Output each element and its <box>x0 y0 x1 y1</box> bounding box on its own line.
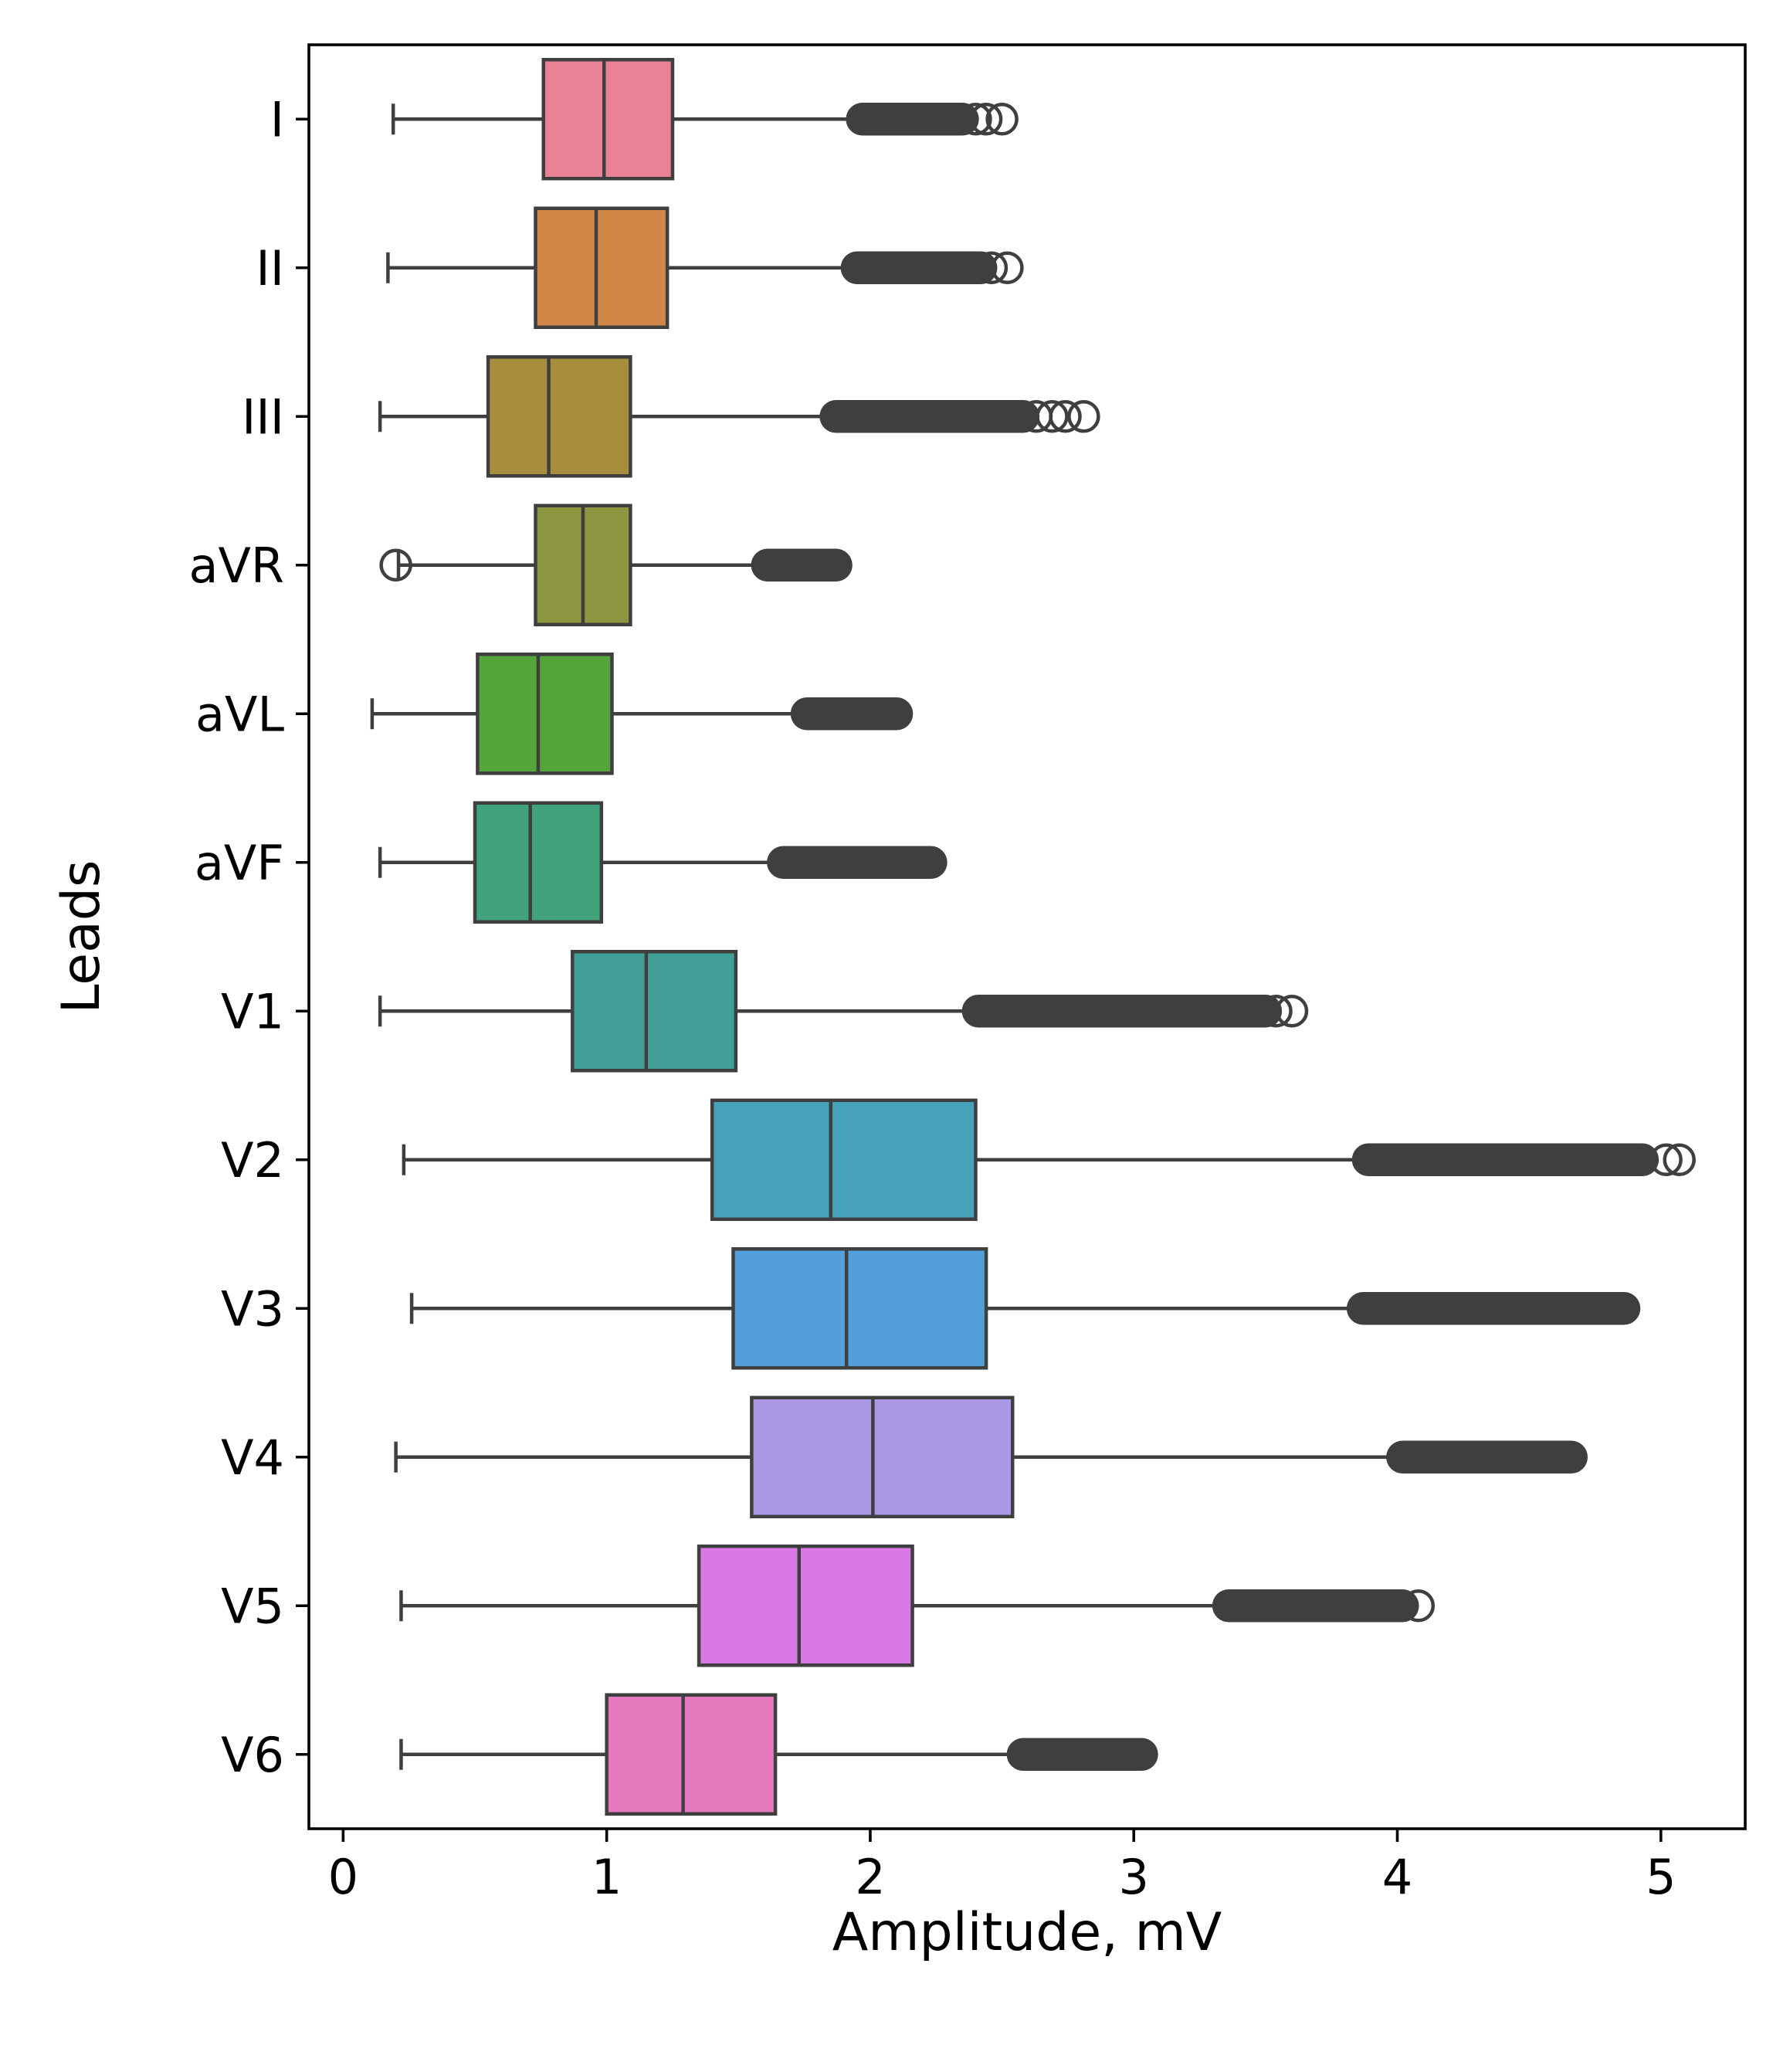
y-tick-label-I: I <box>270 91 284 148</box>
x-axis-title: Amplitude, mV <box>832 1902 1222 1963</box>
y-tick-label-V5: V5 <box>221 1578 284 1634</box>
y-tick-label-V1: V1 <box>221 983 284 1039</box>
box-group-V3 <box>409 1247 1641 1370</box>
box-group-II <box>386 206 1024 329</box>
outlier-I-0 <box>959 103 992 136</box>
y-axis-title: Leads <box>51 860 112 1014</box>
y-tick-label-aVR: aVR <box>189 537 285 594</box>
box-group-I <box>391 58 1019 181</box>
outlier-II-0 <box>975 251 1009 284</box>
box-group-aVL <box>370 653 914 775</box>
box-group-aVF <box>378 801 948 924</box>
box-V1 <box>571 950 738 1073</box>
box-V5 <box>697 1545 914 1667</box>
outlier-II-1 <box>991 251 1024 284</box>
outlier-I-1 <box>969 103 1003 136</box>
box-I <box>541 58 675 181</box>
outlier-V2-1 <box>1663 1143 1696 1176</box>
box-aVF <box>473 801 604 924</box>
box-group-V5 <box>399 1545 1436 1667</box>
outlier-I-2 <box>985 103 1019 136</box>
y-tick-label-V3: V3 <box>221 1280 284 1337</box>
y-tick-label-V4: V4 <box>221 1429 284 1486</box>
outlier-V2-0 <box>1649 1143 1683 1176</box>
y-tick-label-aVL: aVL <box>195 686 284 742</box>
box-group-V2 <box>402 1098 1696 1221</box>
box-group-III <box>378 355 1100 478</box>
plot-area <box>370 58 1696 1816</box>
box-group-aVR <box>379 504 853 626</box>
y-tick-label-aVF: aVF <box>195 835 284 891</box>
x-tick-label-4: 4 <box>1382 1849 1412 1905</box>
y-tick-label-II: II <box>256 240 284 297</box>
box-V3 <box>731 1247 988 1370</box>
box-V6 <box>605 1693 778 1816</box>
y-tick-label-V2: V2 <box>221 1132 284 1189</box>
box-group-V4 <box>394 1395 1588 1518</box>
outlier-aVR-0 <box>379 548 412 582</box>
box-V2 <box>710 1098 978 1221</box>
outlier-V1-1 <box>1275 995 1309 1028</box>
box-group-V1 <box>378 950 1309 1073</box>
outlier-III-2 <box>1049 400 1082 433</box>
box-V4 <box>750 1395 1015 1518</box>
x-tick-label-0: 0 <box>328 1849 358 1905</box>
y-tick-label-III: III <box>242 388 284 445</box>
x-tick-label-3: 3 <box>1118 1849 1148 1905</box>
outlier-III-3 <box>1067 400 1100 433</box>
box-aVL <box>476 653 614 775</box>
y-tick-label-V6: V6 <box>221 1727 284 1783</box>
outlier-III-1 <box>1036 400 1069 433</box>
plot-frame <box>307 43 1747 1830</box>
x-tick-label-5: 5 <box>1646 1849 1676 1905</box>
box-group-V6 <box>399 1693 1158 1816</box>
x-tick-label-2: 2 <box>855 1849 885 1905</box>
box-III <box>486 355 632 478</box>
box-II <box>534 206 670 329</box>
outlier-V1-0 <box>1259 995 1293 1028</box>
outlier-V5-0 <box>1402 1589 1436 1623</box>
x-tick-label-1: 1 <box>592 1849 622 1905</box>
